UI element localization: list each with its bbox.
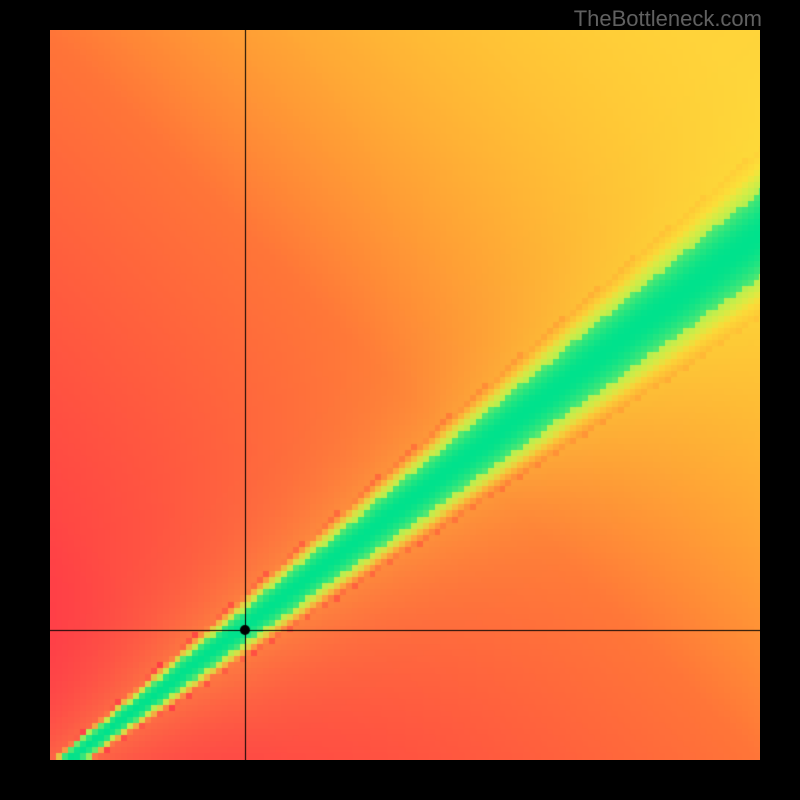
chart-container: TheBottleneck.com xyxy=(0,0,800,800)
watermark-text: TheBottleneck.com xyxy=(574,6,762,32)
bottleneck-heatmap xyxy=(50,30,760,760)
